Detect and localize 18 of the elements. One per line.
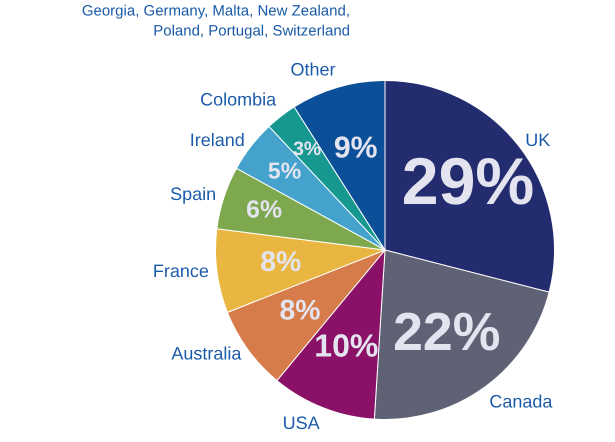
data-label: 10% — [314, 328, 378, 364]
slice-label: Ireland — [190, 130, 245, 150]
slice-label: UK — [525, 130, 550, 150]
slice-label: Australia — [171, 343, 242, 364]
data-label: 22% — [393, 302, 500, 362]
text: Georgia, Germany, Malta, New Zealand, Poland, Portugal, Switzerland — [82, 2, 350, 40]
slice-label: France — [152, 261, 209, 282]
slice-label: Spain — [170, 184, 216, 204]
data-label: 5% — [268, 157, 302, 184]
data-label: 9% — [334, 131, 378, 164]
slice-label: USA — [282, 413, 320, 434]
data-label: 6% — [246, 196, 282, 224]
data-label: 3% — [293, 138, 322, 160]
slice-label: Canada — [489, 392, 554, 412]
data-label: 8% — [260, 246, 302, 278]
data-label: 8% — [279, 294, 321, 327]
slice-label: Colombia — [200, 90, 278, 110]
slice-label: Other — [290, 60, 336, 80]
